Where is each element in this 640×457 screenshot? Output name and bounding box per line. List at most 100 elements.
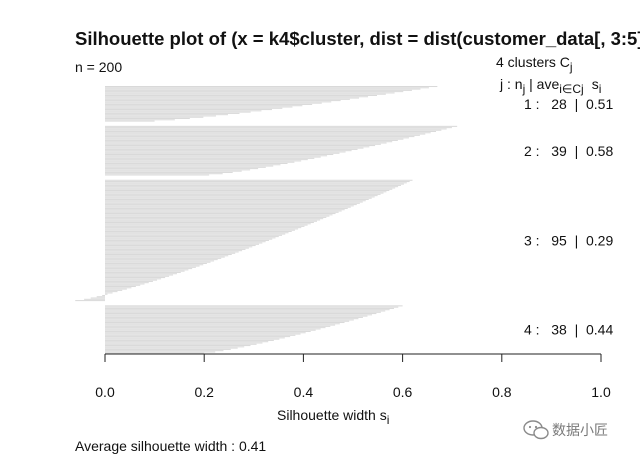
silhouette-bar: [105, 102, 322, 104]
silhouette-bar: [105, 251, 239, 253]
silhouette-bar: [105, 351, 216, 353]
silhouette-bar: [105, 141, 393, 143]
silhouette-bar: [105, 224, 308, 226]
silhouette-bar: [105, 255, 229, 257]
silhouette-bar: [105, 200, 366, 202]
silhouette-bar: [102, 294, 105, 296]
silhouette-bar: [105, 160, 302, 162]
silhouette-bar: [105, 243, 259, 245]
silhouette-bar: [105, 169, 251, 171]
silhouette-bar: [105, 166, 266, 168]
silhouette-bar: [105, 164, 281, 166]
silhouette-bar: [105, 346, 245, 348]
silhouette-bar: [105, 315, 368, 317]
silhouette-bar: [105, 137, 409, 139]
silhouette-bar: [105, 291, 118, 293]
silhouette-bar: [105, 264, 204, 266]
silhouette-bar: [105, 216, 327, 218]
silhouette-bar: [105, 190, 390, 192]
silhouette-bar: [105, 306, 399, 308]
silhouette-bar: [105, 192, 384, 194]
silhouette-bar: [105, 220, 318, 222]
silhouette-bar: [105, 128, 447, 130]
silhouette-bar: [105, 342, 263, 344]
watermark-text: 数据小匠: [552, 423, 608, 439]
silhouette-bar: [105, 156, 321, 158]
cluster-labels: 1 : 28 | 0.51 2 : 39 | 0.58 3 : 95 | 0.29 4…: [524, 96, 613, 338]
silhouette-bar: [105, 246, 253, 248]
x-tick-label: 0.2: [194, 384, 214, 400]
silhouette-bar: [105, 209, 345, 211]
silhouette-bar: [105, 233, 286, 235]
silhouette-bar: [75, 300, 105, 302]
silhouette-bar: [105, 341, 269, 343]
silhouette-bar: [105, 352, 205, 354]
cluster-label: 4 : 38 | 0.44: [524, 322, 613, 338]
silhouette-bar: [105, 278, 162, 280]
silhouette-bar: [105, 151, 346, 153]
column-header: j : nj | avei∈Cj si: [499, 76, 601, 96]
silhouette-bar: [105, 320, 350, 322]
silhouette-bar: [105, 89, 412, 91]
silhouette-bar: [105, 114, 228, 116]
silhouette-bar: [105, 269, 189, 271]
silhouette-bar: [105, 293, 108, 295]
silhouette-bar: [105, 307, 394, 309]
silhouette-bar: [105, 143, 381, 145]
x-tick-label: 0.4: [294, 384, 314, 400]
silhouette-bar: [105, 206, 351, 208]
silhouette-bar: [105, 223, 311, 225]
silhouette-bar: [105, 196, 375, 198]
silhouette-bar: [105, 129, 442, 131]
silhouette-bar: [105, 241, 266, 243]
silhouette-bar: [105, 275, 170, 277]
silhouette-bar: [105, 193, 381, 195]
silhouette-bar: [105, 287, 132, 289]
silhouette-bar: [105, 179, 413, 181]
silhouette-bar: [105, 159, 308, 161]
silhouette-bar: [105, 339, 274, 341]
silhouette-bar: [105, 225, 305, 227]
silhouette-bar: [105, 277, 166, 279]
silhouette-bar: [105, 87, 429, 89]
silhouette-bar: [105, 332, 306, 334]
silhouette-bar: [105, 110, 262, 112]
silhouette-bar: [105, 170, 242, 172]
silhouette-bar: [105, 146, 370, 148]
silhouette-bar: [105, 336, 291, 338]
silhouette-bar: [105, 280, 153, 282]
x-tick-label: 1.0: [591, 384, 611, 400]
silhouette-bar: [105, 234, 283, 236]
silhouette-bar: [105, 214, 333, 216]
silhouette-bar: [105, 152, 340, 154]
silhouette-bar: [105, 174, 210, 176]
watermark: 数据小匠: [523, 420, 608, 440]
silhouette-bar: [105, 328, 321, 330]
silhouette-bar: [105, 222, 314, 224]
silhouette-bar: [105, 305, 403, 307]
silhouette-bar: [105, 334, 296, 336]
silhouette-bar: [105, 111, 251, 113]
silhouette-bar: [105, 139, 398, 141]
silhouette-bar: [105, 161, 295, 163]
silhouette-bar: [105, 205, 354, 207]
silhouette-bar: [105, 184, 401, 186]
silhouette-bar: [105, 327, 326, 329]
silhouette-bar: [105, 229, 295, 231]
silhouette-bar: [105, 345, 251, 347]
silhouette-bar: [105, 91, 404, 93]
silhouette-bar: [105, 213, 336, 215]
silhouette-bar: [105, 319, 354, 321]
silhouette-bar: [105, 115, 216, 117]
silhouette-bar: [105, 165, 274, 167]
silhouette-bar: [105, 103, 313, 105]
x-tick-label: 0.0: [95, 384, 115, 400]
silhouette-bar: [105, 88, 421, 90]
silhouette-bar: [105, 201, 363, 203]
silhouette-bar: [105, 347, 238, 349]
silhouette-bar: [105, 101, 332, 103]
silhouette-bar: [105, 150, 352, 152]
silhouette-bar: [105, 147, 364, 149]
silhouette-bar: [105, 112, 240, 114]
silhouette-bar: [105, 134, 420, 136]
